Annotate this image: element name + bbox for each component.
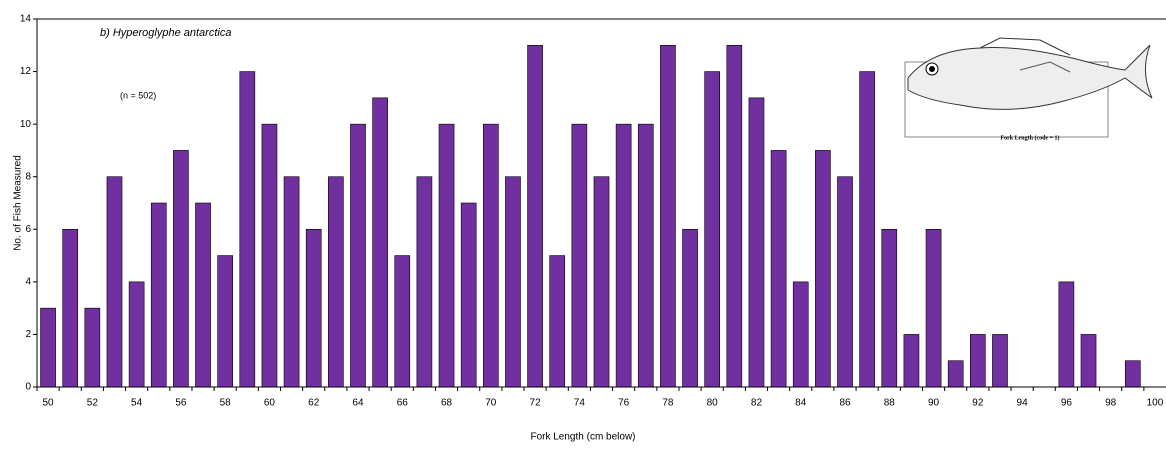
bar [616, 124, 631, 387]
x-tick-label: 72 [530, 398, 542, 409]
x-tick-label: 54 [131, 398, 143, 409]
x-tick-label: 84 [795, 398, 807, 409]
bar [638, 124, 653, 387]
bar [727, 45, 742, 387]
bar [505, 177, 520, 387]
x-tick-label: 60 [264, 398, 276, 409]
x-tick-label: 96 [1061, 398, 1073, 409]
x-tick-label: 56 [175, 398, 187, 409]
bar [439, 124, 454, 387]
x-tick-label: 82 [751, 398, 763, 409]
bar [85, 308, 100, 387]
x-tick-label: 88 [884, 398, 896, 409]
bar [749, 98, 764, 387]
bar [771, 150, 786, 387]
bar [948, 361, 963, 387]
x-tick-label: 80 [707, 398, 719, 409]
bar [904, 334, 919, 387]
x-tick-label: 68 [441, 398, 453, 409]
x-tick-label: 86 [839, 398, 851, 409]
bar [240, 72, 255, 387]
bar [41, 308, 56, 387]
x-tick-label: 58 [220, 398, 232, 409]
bar [461, 203, 476, 387]
y-tick-label: 12 [20, 66, 32, 77]
bar [1081, 334, 1096, 387]
bar [1125, 361, 1140, 387]
bar [483, 124, 498, 387]
x-tick-label: 100 [1147, 398, 1164, 409]
bar [373, 98, 388, 387]
x-tick-label: 90 [928, 398, 940, 409]
bar [683, 229, 698, 387]
bar [63, 229, 78, 387]
x-tick-label: 52 [87, 398, 99, 409]
bar [395, 256, 410, 387]
x-tick-label: 98 [1105, 398, 1117, 409]
bar [350, 124, 365, 387]
bar [262, 124, 277, 387]
bar [793, 282, 808, 387]
y-tick-label: 0 [25, 382, 31, 393]
x-tick-label: 76 [618, 398, 630, 409]
bar [417, 177, 432, 387]
bar [705, 72, 720, 387]
fish-illustration: Fork Length (code = 1) [905, 38, 1152, 141]
bar [837, 177, 852, 387]
bar [196, 203, 211, 387]
chart: b) Hyperoglyphe antarctica (n = 502) For… [0, 0, 1166, 450]
bar [594, 177, 609, 387]
bar [970, 334, 985, 387]
y-tick-label: 8 [25, 171, 31, 182]
bar [528, 45, 543, 387]
bar [660, 45, 675, 387]
bar [107, 177, 122, 387]
bar [550, 256, 565, 387]
bar [992, 334, 1007, 387]
bar [284, 177, 299, 387]
y-tick-label: 2 [25, 329, 31, 340]
bar [572, 124, 587, 387]
bar [860, 72, 875, 387]
bar [306, 229, 321, 387]
y-tick-label: 4 [25, 276, 31, 287]
bar [1059, 282, 1074, 387]
x-tick-label: 64 [352, 398, 364, 409]
y-axis-label: No. of Fish Measured [13, 155, 24, 251]
x-tick-label: 50 [43, 398, 55, 409]
bar [218, 256, 233, 387]
bar [151, 203, 166, 387]
image-caption: Fork Length (code = 1) [1000, 134, 1059, 141]
x-tick-label: 94 [1017, 398, 1029, 409]
bar [129, 282, 144, 387]
bar [173, 150, 188, 387]
y-tick-label: 10 [20, 119, 32, 130]
annotation: (n = 502) [120, 90, 156, 100]
x-tick-label: 66 [397, 398, 409, 409]
bar [328, 177, 343, 387]
y-tick-label: 6 [25, 224, 31, 235]
x-tick-label: 62 [308, 398, 320, 409]
bar [926, 229, 941, 387]
x-tick-label: 74 [574, 398, 586, 409]
x-axis-label: Fork Length (cm below) [530, 432, 635, 443]
x-tick-label: 92 [972, 398, 984, 409]
y-tick-label: 14 [20, 14, 32, 25]
bar [882, 229, 897, 387]
x-tick-label: 70 [485, 398, 497, 409]
x-tick-label: 78 [662, 398, 674, 409]
bar [815, 150, 830, 387]
chart-title: b) Hyperoglyphe antarctica [100, 27, 231, 39]
